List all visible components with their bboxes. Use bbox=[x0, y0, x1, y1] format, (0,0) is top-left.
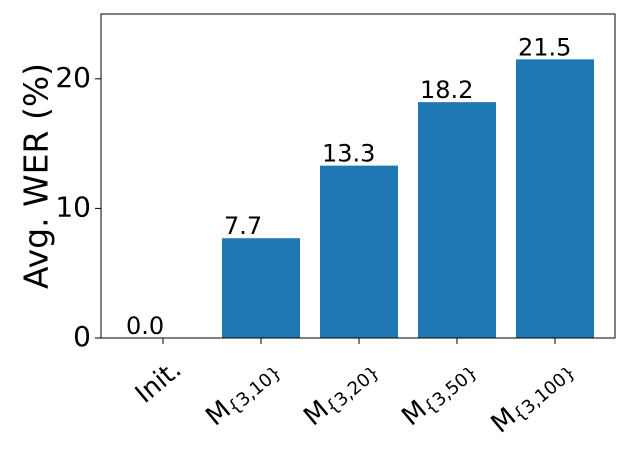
y-axis-label: Avg. WER (%) bbox=[17, 63, 56, 289]
bar bbox=[418, 102, 496, 339]
y-tick-label: 0 bbox=[73, 320, 91, 353]
bar bbox=[516, 59, 594, 339]
bar bbox=[320, 165, 398, 338]
x-tick-label: Init. bbox=[130, 354, 187, 409]
value-label: 7.7 bbox=[224, 212, 262, 240]
x-tick-label: M{3,10} bbox=[201, 354, 286, 432]
value-label: 18.2 bbox=[420, 76, 473, 104]
y-tick-label: 10 bbox=[55, 190, 91, 223]
value-label: 13.3 bbox=[322, 140, 375, 168]
x-tick-label: M{3,100} bbox=[486, 354, 580, 440]
value-label: 21.5 bbox=[518, 33, 571, 61]
x-tick-label: M{3,50} bbox=[397, 354, 482, 432]
x-tick-label: M{3,20} bbox=[299, 354, 384, 432]
y-tick-label: 20 bbox=[55, 61, 91, 94]
bar bbox=[222, 238, 300, 338]
plot-frame bbox=[100, 13, 616, 339]
value-label: 0.0 bbox=[126, 312, 164, 340]
